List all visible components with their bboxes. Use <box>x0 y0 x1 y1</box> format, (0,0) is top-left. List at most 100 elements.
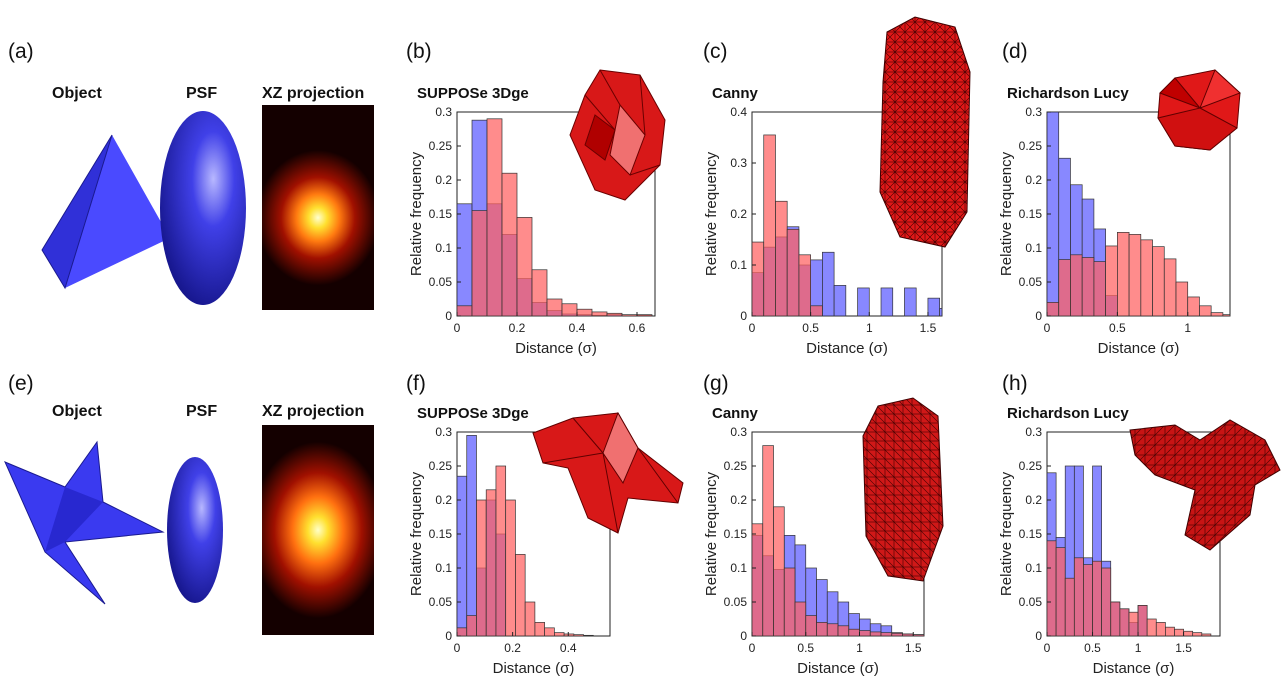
y-tick-label: 0.2 <box>1025 173 1042 187</box>
histogram-bar-red <box>485 489 497 637</box>
histogram-bar-red <box>563 633 575 637</box>
y-tick-label: 0.3 <box>435 425 452 439</box>
x-tick-label: 0 <box>454 641 461 655</box>
y-axis-label: Relative frequency <box>703 151 720 276</box>
histogram-bar-red <box>1163 258 1177 317</box>
y-axis-label: Relative frequency <box>408 151 425 276</box>
xz-projection-title: XZ projection <box>262 403 365 420</box>
panel-label-b: (b) <box>406 40 432 63</box>
panel-label-a: (a) <box>8 40 34 63</box>
y-tick-label: 0.05 <box>1019 595 1043 609</box>
x-tick-label: 0.4 <box>569 321 586 335</box>
y-tick-label: 0.3 <box>1025 425 1042 439</box>
chart-title: Canny <box>712 85 759 102</box>
y-tick-label: 0.1 <box>730 258 747 272</box>
panel-label-e: (e) <box>8 372 34 395</box>
red-mesh-reconstruction-icon <box>862 397 944 582</box>
x-tick-label: 0.4 <box>560 641 577 655</box>
x-tick-label: 0.2 <box>504 641 521 655</box>
y-tick-label: 0.3 <box>730 156 747 170</box>
histogram-bar-blue <box>927 297 941 317</box>
histogram-bar-red <box>1092 560 1102 637</box>
object-title: Object <box>52 85 102 102</box>
histogram-bar-red <box>902 633 914 637</box>
histogram-bar-red <box>1152 246 1165 317</box>
histogram-bar-red <box>1183 630 1194 637</box>
histogram-bar-red <box>1070 254 1083 317</box>
histogram-bar-blue <box>456 203 473 317</box>
histogram-bar-red <box>534 622 545 637</box>
y-tick-label: 0.1 <box>1025 241 1042 255</box>
x-axis-label: Distance (σ) <box>515 340 597 357</box>
histogram-bar-blue <box>822 251 835 317</box>
y-tick-label: 0.25 <box>429 459 453 473</box>
histogram-bar-red <box>810 305 823 317</box>
histogram-bar-red <box>583 634 594 637</box>
xz-projection-title: XZ projection <box>262 85 365 102</box>
panel-label-g: (g) <box>703 372 729 395</box>
star-object-icon <box>4 440 165 605</box>
y-tick-label: 0 <box>445 629 452 643</box>
histogram-bar-red <box>495 465 507 637</box>
histogram-d: Richardson Lucy 0 0.05 0.1 0.15 0.2 0.25 0.3 0 0.… <box>998 85 1231 357</box>
histogram-bar-blue <box>939 308 943 317</box>
y-tick-label: 0.05 <box>429 595 453 609</box>
y-tick-label: 0.1 <box>435 561 452 575</box>
histogram-bar-red <box>531 269 548 317</box>
y-tick-label: 0.15 <box>429 207 453 221</box>
y-tick-label: 0.3 <box>730 425 747 439</box>
histogram-bar-red <box>1046 302 1060 317</box>
histogram-bar-red <box>516 217 533 317</box>
histogram-bar-blue <box>857 287 870 317</box>
histogram-bar-blue <box>904 287 917 317</box>
histogram-bar-red <box>456 305 473 317</box>
histogram-bar-red <box>826 623 839 637</box>
histogram-bar-red <box>869 631 882 637</box>
histogram-bar-red <box>505 499 516 637</box>
y-tick-label: 0.3 <box>1025 105 1042 119</box>
red-mesh-reconstruction-icon <box>569 69 666 201</box>
y-tick-label: 0.1 <box>730 561 747 575</box>
y-tick-label: 0 <box>1035 309 1042 323</box>
x-tick-label: 0.5 <box>1084 641 1101 655</box>
histogram-bar-red <box>816 622 828 637</box>
x-axis-label: Distance (σ) <box>493 660 575 677</box>
histogram-bar-red <box>837 625 850 637</box>
histogram-bar-red <box>1128 234 1142 317</box>
y-tick-label: 0.05 <box>429 275 453 289</box>
y-axis-label: Relative frequency <box>703 471 720 596</box>
x-tick-label: 0.2 <box>509 321 526 335</box>
histogram-bar-red <box>1073 557 1084 637</box>
histogram-bar-red <box>1199 305 1212 317</box>
histogram-bar-red <box>1140 239 1153 317</box>
histogram-bar-red <box>848 628 860 637</box>
histogram-bar-red <box>1192 632 1203 637</box>
histogram-bar-red <box>476 499 487 637</box>
y-tick-label: 0.15 <box>429 527 453 541</box>
y-tick-label: 0.2 <box>730 493 747 507</box>
x-tick-label: 0 <box>454 321 461 335</box>
y-tick-label: 0.15 <box>724 527 748 541</box>
histogram-bar-red <box>1058 259 1071 317</box>
x-tick-label: 1 <box>1135 641 1142 655</box>
ellipsoid-psf-icon <box>160 111 246 305</box>
histogram-bar-blue <box>466 435 477 637</box>
x-tick-label: 1.5 <box>905 641 922 655</box>
histogram-bar-red <box>1055 547 1066 637</box>
x-axis-label: Distance (σ) <box>1093 660 1175 677</box>
histogram-bar-red <box>1210 312 1224 317</box>
panel-label-f: (f) <box>406 372 426 395</box>
chart-title: Richardson Lucy <box>1007 85 1129 102</box>
panel-label-d: (d) <box>1002 40 1028 63</box>
ellipsoid-psf-icon <box>167 457 223 603</box>
red-mesh-reconstruction-icon <box>1129 419 1281 551</box>
x-tick-label: 0 <box>1044 641 1051 655</box>
chart-title: SUPPOSe 3Dge <box>417 85 529 102</box>
histogram-bar-red <box>1128 611 1139 637</box>
psf-title: PSF <box>186 403 218 420</box>
y-axis-label: Relative frequency <box>998 471 1015 596</box>
histogram-bar-red <box>805 615 817 637</box>
histogram-bar-red <box>859 630 871 637</box>
histogram-bar-red <box>544 627 555 637</box>
x-tick-label: 1 <box>1184 321 1191 335</box>
